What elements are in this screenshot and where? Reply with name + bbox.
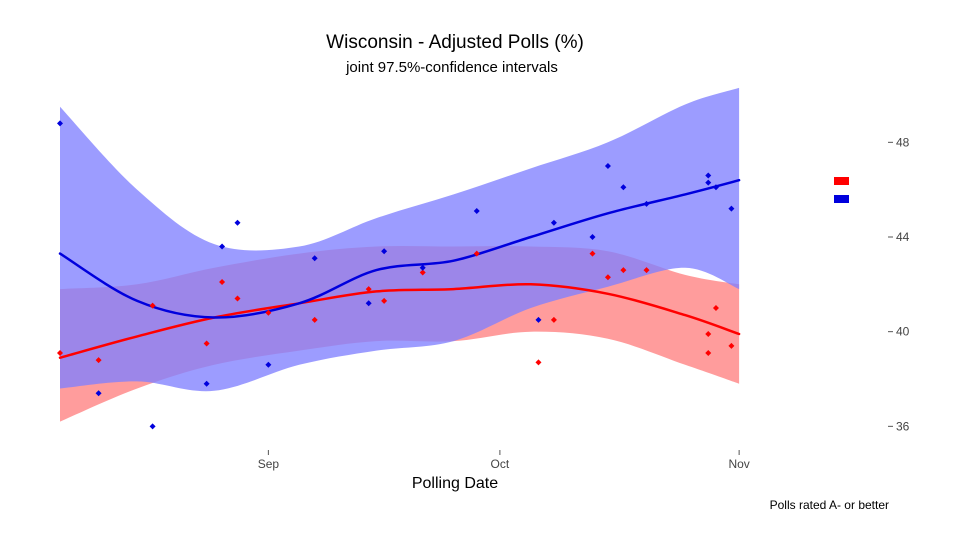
poll-point [219,243,226,250]
legend [834,177,849,203]
poll-point [550,219,557,226]
poll-point [311,316,318,323]
confidence-bands [60,87,740,422]
y-axis: 36 40 44 48 [888,135,910,433]
poll-point [712,305,719,311]
trend-line-1 [58,178,741,319]
poll-point [705,179,712,186]
x-axis-label: Polling Date [412,475,498,492]
poll-point [643,200,650,207]
poll-point [589,234,596,240]
x-tick-label: Oct [491,457,510,471]
poll-point [620,184,627,191]
x-tick-label: Sep [258,457,280,471]
legend-swatch-1 [834,195,849,203]
poll-point [419,269,426,276]
caption: Polls rated A- or better [770,498,889,512]
y-tick-label: 36 [896,419,910,433]
poll-point [419,264,426,271]
poll-point [365,300,372,307]
y-tick-label: 40 [896,325,910,339]
poll-points [57,120,735,430]
poll-point [535,316,542,323]
poll-point [604,163,611,169]
poll-point [234,295,241,302]
y-tick-label: 48 [896,135,910,149]
poll-point [705,349,712,356]
poll-point [705,172,712,179]
legend-swatch-0 [834,177,849,185]
x-tick-label: Nov [728,457,749,471]
poll-point [728,342,735,349]
chart-subtitle: joint 97.5%-confidence intervals [345,59,558,76]
poll-point [219,278,226,285]
poll-point [712,184,719,191]
x-axis: Sep Oct Nov [258,450,750,471]
poll-point [265,361,272,368]
chart-title: Wisconsin - Adjusted Polls (%) [326,32,584,53]
poll-point [589,250,596,257]
poll-point [203,380,210,387]
poll-point [728,205,735,212]
poll-point [149,423,156,430]
poll-point [473,207,480,214]
poll-point [381,297,388,304]
poll-point [203,340,210,347]
poll-point [535,359,542,366]
y-tick-label: 44 [896,230,910,244]
poll-point [311,255,318,262]
poll-point [265,309,272,316]
poll-point [234,219,241,226]
poll-point [381,248,388,255]
poll-point [365,286,372,293]
poll-point [95,357,102,364]
poll-point [643,267,650,274]
trend-lines [58,178,741,359]
poll-point [57,349,63,356]
poll-point [620,267,627,274]
poll-point [149,302,156,309]
poll-point [604,274,611,281]
poll-point [57,120,63,127]
poll-point [473,250,480,257]
poll-point [95,390,102,397]
trend-line-0 [58,282,741,359]
poll-point [705,331,712,338]
poll-point [550,316,557,323]
